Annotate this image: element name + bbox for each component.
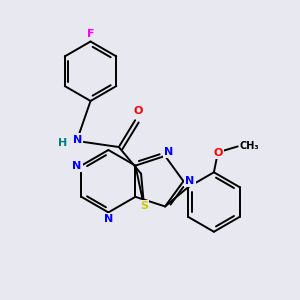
- Text: N: N: [73, 135, 82, 145]
- Text: F: F: [87, 29, 94, 39]
- Text: O: O: [214, 148, 223, 158]
- Text: H: H: [58, 138, 67, 148]
- Text: N: N: [185, 176, 195, 186]
- Text: S: S: [140, 202, 148, 212]
- Text: N: N: [72, 160, 82, 171]
- Text: N: N: [104, 214, 113, 224]
- Text: CH₃: CH₃: [239, 141, 259, 152]
- Text: O: O: [134, 106, 143, 116]
- Text: N: N: [164, 146, 173, 157]
